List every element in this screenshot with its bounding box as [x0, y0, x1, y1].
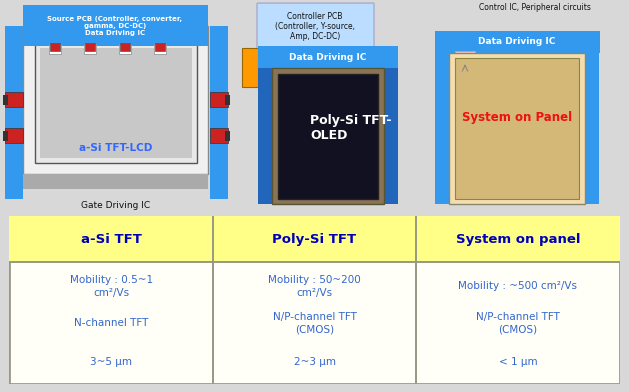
Text: Poly-Si TFT: Poly-Si TFT [272, 233, 357, 246]
Text: N/P-channel TFT
(CMOS): N/P-channel TFT (CMOS) [272, 312, 357, 335]
Bar [435, 53, 449, 204]
Text: Mobility : 0.5~1
cm²/Vs: Mobility : 0.5~1 cm²/Vs [70, 275, 153, 298]
Text: Mobility : ~500 cm²/Vs: Mobility : ~500 cm²/Vs [459, 281, 577, 291]
Bar [210, 92, 228, 107]
Text: Source PCB (Controller, converter,
gamma, DC-DC)
Data Driving IC: Source PCB (Controller, converter, gamma… [47, 16, 182, 36]
Bar [435, 31, 600, 53]
Bar [50, 43, 60, 51]
Bar [211, 216, 214, 384]
Bar [35, 41, 197, 163]
Bar [155, 43, 165, 51]
Text: Data Driving IC: Data Driving IC [478, 37, 555, 46]
Bar [5, 25, 23, 199]
Text: a-Si TFT: a-Si TFT [81, 233, 142, 246]
Bar [449, 53, 585, 204]
Bar [84, 44, 96, 54]
Text: N-channel TFT: N-channel TFT [74, 318, 148, 328]
Bar [119, 44, 131, 54]
Text: System on Panel: System on Panel [462, 111, 572, 124]
Bar [40, 48, 192, 158]
Bar [278, 74, 378, 199]
Bar [585, 53, 599, 204]
Text: a-Si TFT-LCD: a-Si TFT-LCD [79, 143, 153, 153]
Bar [120, 43, 130, 51]
Text: Gate Driving IC: Gate Driving IC [81, 201, 150, 210]
Bar [242, 48, 258, 87]
Bar [3, 95, 8, 105]
Bar [3, 131, 8, 141]
Text: Poly-Si TFT-
OLED: Poly-Si TFT- OLED [310, 114, 391, 142]
Text: < 1 μm: < 1 μm [499, 357, 537, 367]
Bar [210, 128, 228, 143]
Text: Data Driving IC: Data Driving IC [289, 53, 367, 62]
Bar [154, 44, 166, 54]
Bar [415, 216, 418, 384]
Bar [225, 95, 230, 105]
Bar [23, 174, 208, 189]
Bar [210, 25, 228, 199]
Text: Controller PCB
(Controller, Y-source,
Amp, DC-DC): Controller PCB (Controller, Y-source, Am… [275, 12, 355, 42]
Text: Mobility : 50~200
cm²/Vs: Mobility : 50~200 cm²/Vs [268, 275, 361, 298]
Bar [213, 216, 416, 263]
Bar [258, 69, 272, 204]
FancyBboxPatch shape [257, 3, 374, 49]
Text: 2~3 μm: 2~3 μm [294, 357, 335, 367]
Bar [455, 51, 475, 63]
Text: System on panel: System on panel [455, 233, 580, 246]
Bar [9, 261, 620, 263]
Bar [384, 69, 398, 204]
Bar [5, 92, 23, 107]
Text: N/P-channel TFT
(CMOS): N/P-channel TFT (CMOS) [476, 312, 560, 335]
Bar [9, 216, 213, 263]
Bar [272, 69, 384, 204]
Bar [5, 128, 23, 143]
Bar [416, 216, 620, 263]
Bar [85, 43, 95, 51]
Bar [23, 25, 208, 174]
Text: Control IC, Peripheral circuits: Control IC, Peripheral circuits [479, 3, 591, 12]
Text: 3~5 μm: 3~5 μm [90, 357, 132, 367]
Bar [23, 5, 208, 46]
Bar [455, 58, 579, 199]
Bar [49, 44, 61, 54]
Bar [258, 46, 398, 69]
Bar [225, 131, 230, 141]
